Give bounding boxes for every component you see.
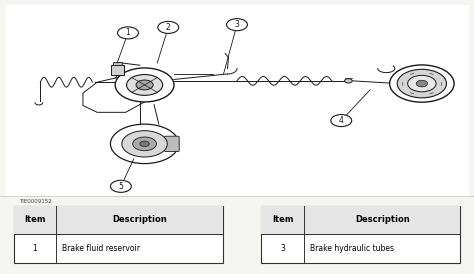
Circle shape [118, 27, 138, 39]
Text: Brake hydraulic tubes: Brake hydraulic tubes [310, 244, 394, 253]
Text: Description: Description [112, 215, 167, 224]
Circle shape [397, 69, 447, 98]
Text: 1: 1 [126, 28, 130, 37]
Text: Description: Description [355, 215, 410, 224]
Circle shape [115, 68, 174, 102]
Circle shape [136, 80, 153, 90]
Circle shape [110, 124, 179, 164]
Text: 3: 3 [235, 20, 239, 29]
Circle shape [390, 65, 454, 102]
Text: 1: 1 [33, 244, 37, 253]
Circle shape [140, 141, 149, 147]
Bar [14, 206, 223, 263]
Text: 4: 4 [339, 116, 344, 125]
Text: 5: 5 [118, 182, 123, 191]
Circle shape [122, 131, 167, 157]
Circle shape [416, 80, 428, 87]
Circle shape [227, 19, 247, 31]
FancyBboxPatch shape [5, 5, 469, 197]
Text: TIE0009152: TIE0009152 [19, 199, 52, 204]
Text: Item: Item [272, 215, 293, 224]
Bar [113, 62, 122, 65]
Circle shape [127, 75, 163, 95]
Text: Brake fluid reservoir: Brake fluid reservoir [62, 244, 140, 253]
Circle shape [158, 21, 179, 33]
Circle shape [133, 137, 156, 151]
FancyBboxPatch shape [164, 136, 179, 152]
Bar [14, 206, 223, 234]
Bar [261, 206, 460, 263]
Bar [261, 206, 460, 234]
Text: Item: Item [24, 215, 46, 224]
Text: 2: 2 [166, 23, 171, 32]
Circle shape [345, 79, 352, 83]
Circle shape [110, 180, 131, 192]
Text: 3: 3 [280, 244, 285, 253]
Circle shape [408, 75, 436, 92]
Circle shape [331, 115, 352, 127]
Bar [111, 65, 124, 75]
